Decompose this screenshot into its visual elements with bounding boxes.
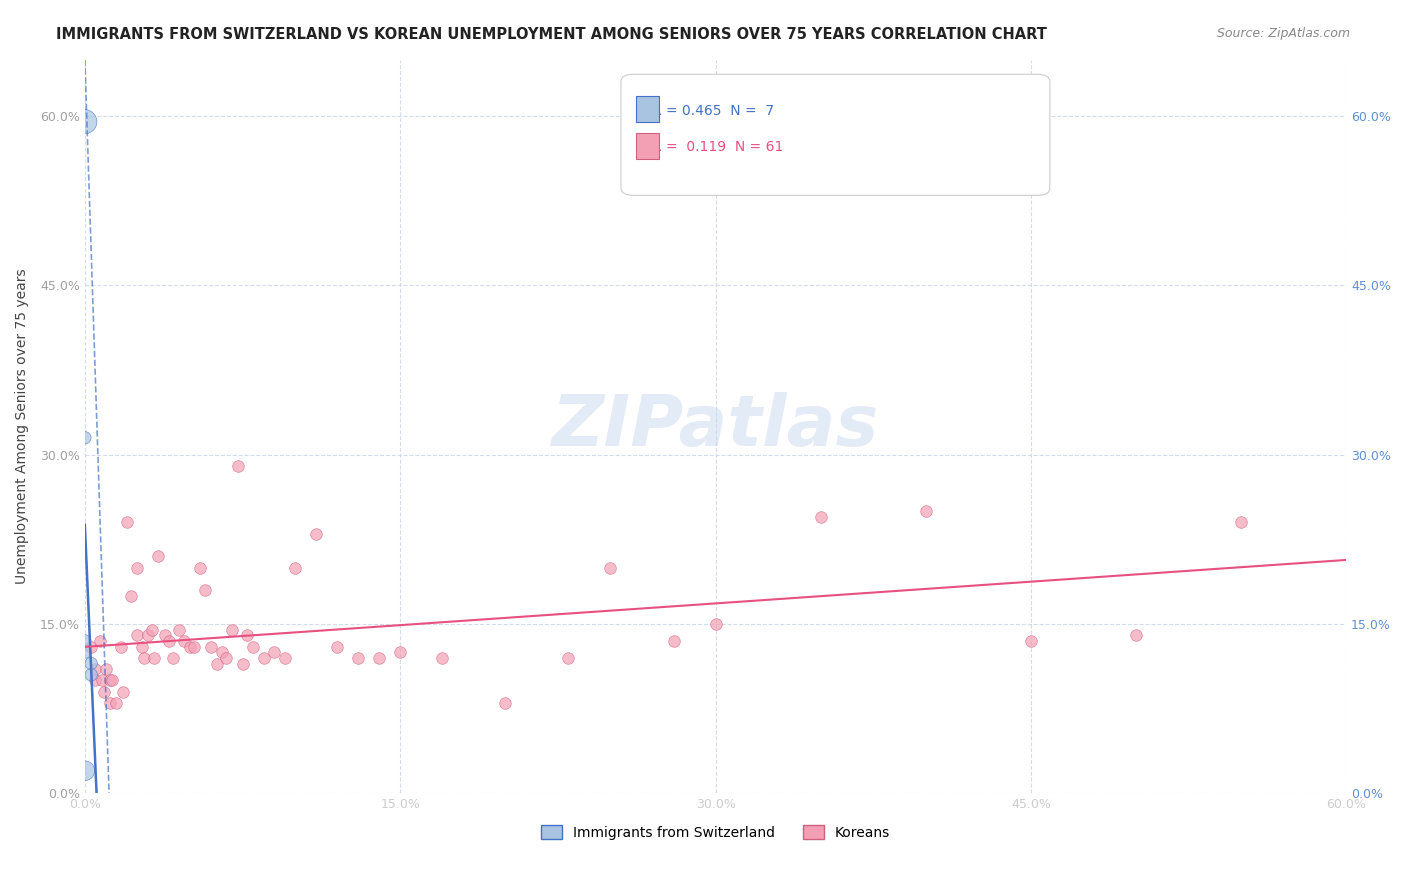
Point xyxy=(105,696,128,710)
Point xyxy=(389,645,412,659)
Point xyxy=(132,651,155,665)
Point xyxy=(84,662,107,676)
Point xyxy=(704,617,727,632)
Point xyxy=(215,651,238,665)
Point xyxy=(127,560,149,574)
FancyBboxPatch shape xyxy=(636,133,659,159)
Point xyxy=(347,651,370,665)
Point xyxy=(273,651,295,665)
Point xyxy=(115,516,138,530)
Point xyxy=(221,623,243,637)
Point xyxy=(228,458,250,473)
Point xyxy=(89,634,111,648)
Point xyxy=(242,640,264,654)
Point xyxy=(368,651,391,665)
Legend: Immigrants from Switzerland, Koreans: Immigrants from Switzerland, Koreans xyxy=(536,819,896,845)
Point xyxy=(252,651,274,665)
Point xyxy=(1230,516,1253,530)
Point xyxy=(131,640,153,654)
Point xyxy=(98,673,121,688)
Text: IMMIGRANTS FROM SWITZERLAND VS KOREAN UNEMPLOYMENT AMONG SENIORS OVER 75 YEARS C: IMMIGRANTS FROM SWITZERLAND VS KOREAN UN… xyxy=(56,27,1047,42)
Point xyxy=(1125,628,1147,642)
Point xyxy=(93,684,115,698)
Point xyxy=(110,640,132,654)
Point xyxy=(557,651,579,665)
Point xyxy=(90,673,112,688)
Point xyxy=(136,628,159,642)
Point xyxy=(73,634,96,648)
Point xyxy=(183,640,205,654)
Point xyxy=(73,764,96,778)
Point xyxy=(662,634,685,648)
Point xyxy=(179,640,201,654)
Point xyxy=(162,651,184,665)
Point xyxy=(101,673,124,688)
Point xyxy=(1019,634,1042,648)
Point xyxy=(173,634,195,648)
Point xyxy=(143,651,166,665)
Point xyxy=(190,560,212,574)
Point xyxy=(194,583,217,598)
Point xyxy=(80,657,103,671)
Point xyxy=(914,504,936,518)
Point xyxy=(80,667,103,681)
Text: Source: ZipAtlas.com: Source: ZipAtlas.com xyxy=(1216,27,1350,40)
Point xyxy=(235,628,257,642)
Point xyxy=(127,628,149,642)
Point xyxy=(231,657,253,671)
Point xyxy=(94,662,117,676)
Text: R = 0.465  N =  7: R = 0.465 N = 7 xyxy=(652,103,775,118)
Point xyxy=(305,526,328,541)
Point xyxy=(157,634,180,648)
Point xyxy=(120,589,142,603)
Point xyxy=(599,560,621,574)
Point xyxy=(73,114,96,128)
FancyBboxPatch shape xyxy=(621,74,1050,195)
Point xyxy=(200,640,222,654)
Point xyxy=(326,640,349,654)
Point xyxy=(169,623,191,637)
Point xyxy=(73,645,96,659)
Point xyxy=(148,549,170,564)
Text: ZIPatlas: ZIPatlas xyxy=(553,392,879,461)
Text: R =  0.119  N = 61: R = 0.119 N = 61 xyxy=(652,140,785,154)
Point xyxy=(111,684,134,698)
Point xyxy=(207,657,229,671)
Point xyxy=(494,696,516,710)
Point xyxy=(84,673,107,688)
Point xyxy=(284,560,307,574)
Point xyxy=(810,509,832,524)
Point xyxy=(211,645,233,659)
Point xyxy=(80,640,103,654)
FancyBboxPatch shape xyxy=(636,96,659,122)
Point xyxy=(141,623,163,637)
Point xyxy=(153,628,176,642)
Point xyxy=(73,431,96,445)
Point xyxy=(263,645,285,659)
Y-axis label: Unemployment Among Seniors over 75 years: Unemployment Among Seniors over 75 years xyxy=(15,268,30,584)
Point xyxy=(98,696,121,710)
Point xyxy=(432,651,454,665)
